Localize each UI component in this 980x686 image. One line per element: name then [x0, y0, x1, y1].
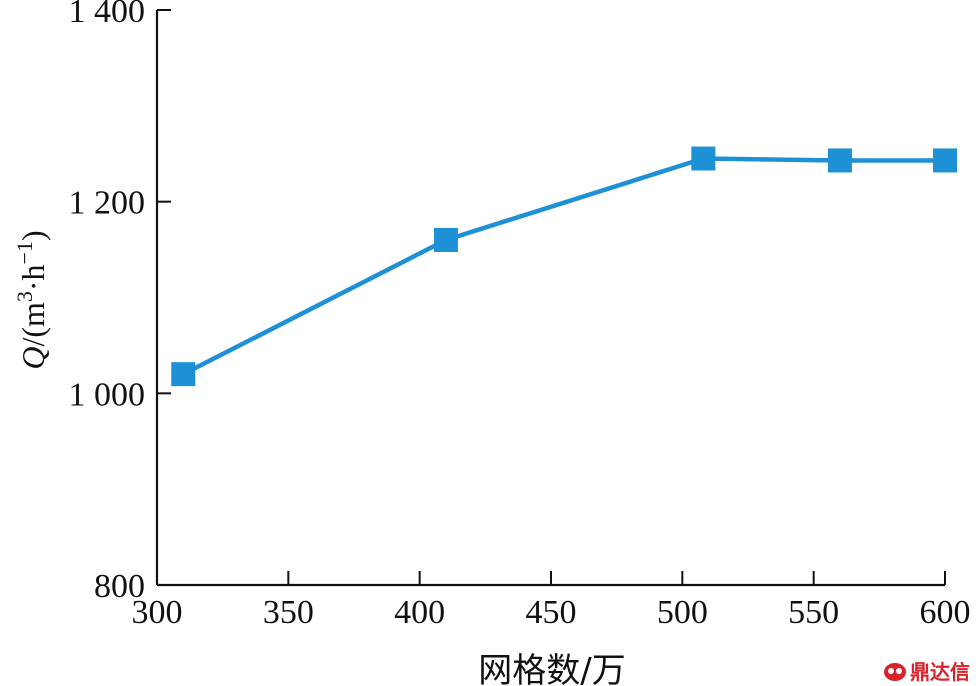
x-tick-label: 550 — [788, 594, 839, 631]
data-point-marker — [691, 146, 716, 171]
y-tick-label: 1 000 — [69, 376, 146, 413]
data-point-marker — [171, 362, 196, 387]
y-axis-unit-exp2: −1 — [12, 241, 37, 264]
watermark-logo-icon — [884, 663, 906, 681]
y-axis-unit-suffix: ) — [15, 230, 51, 241]
x-tick-label: 400 — [394, 594, 445, 631]
axes — [155, 10, 945, 587]
y-tick-label: 800 — [94, 568, 145, 605]
series-layer — [171, 146, 957, 387]
y-axis-symbol: Q — [15, 347, 51, 370]
x-tick-label: 350 — [263, 594, 314, 631]
watermark: 鼎达信 — [884, 662, 970, 682]
watermark-text: 鼎达信 — [910, 660, 970, 684]
ticks: 300 350 400 450 500 550 600 800 1 000 1 200 1 400 — [69, 0, 971, 631]
y-axis-unit-exp1: 3 — [12, 291, 37, 302]
x-tick-label: 450 — [526, 594, 577, 631]
x-axis-title: 网格数/万 — [478, 651, 625, 686]
y-tick-label: 1 400 — [69, 0, 146, 30]
y-tick-label: 1 200 — [69, 185, 146, 222]
x-tick-label: 300 — [132, 594, 183, 631]
x-tick-label: 600 — [920, 594, 971, 631]
data-point-marker — [933, 148, 957, 173]
series-line — [182, 156, 945, 377]
y-axis-unit-prefix: /(m — [15, 302, 51, 347]
data-point-marker — [433, 228, 458, 252]
y-axis-title: Q/(m3·h−1) — [12, 230, 52, 369]
y-axis-unit-mid: ·h — [15, 264, 51, 291]
data-point-marker — [827, 148, 852, 173]
x-tick-label: 500 — [657, 594, 708, 631]
